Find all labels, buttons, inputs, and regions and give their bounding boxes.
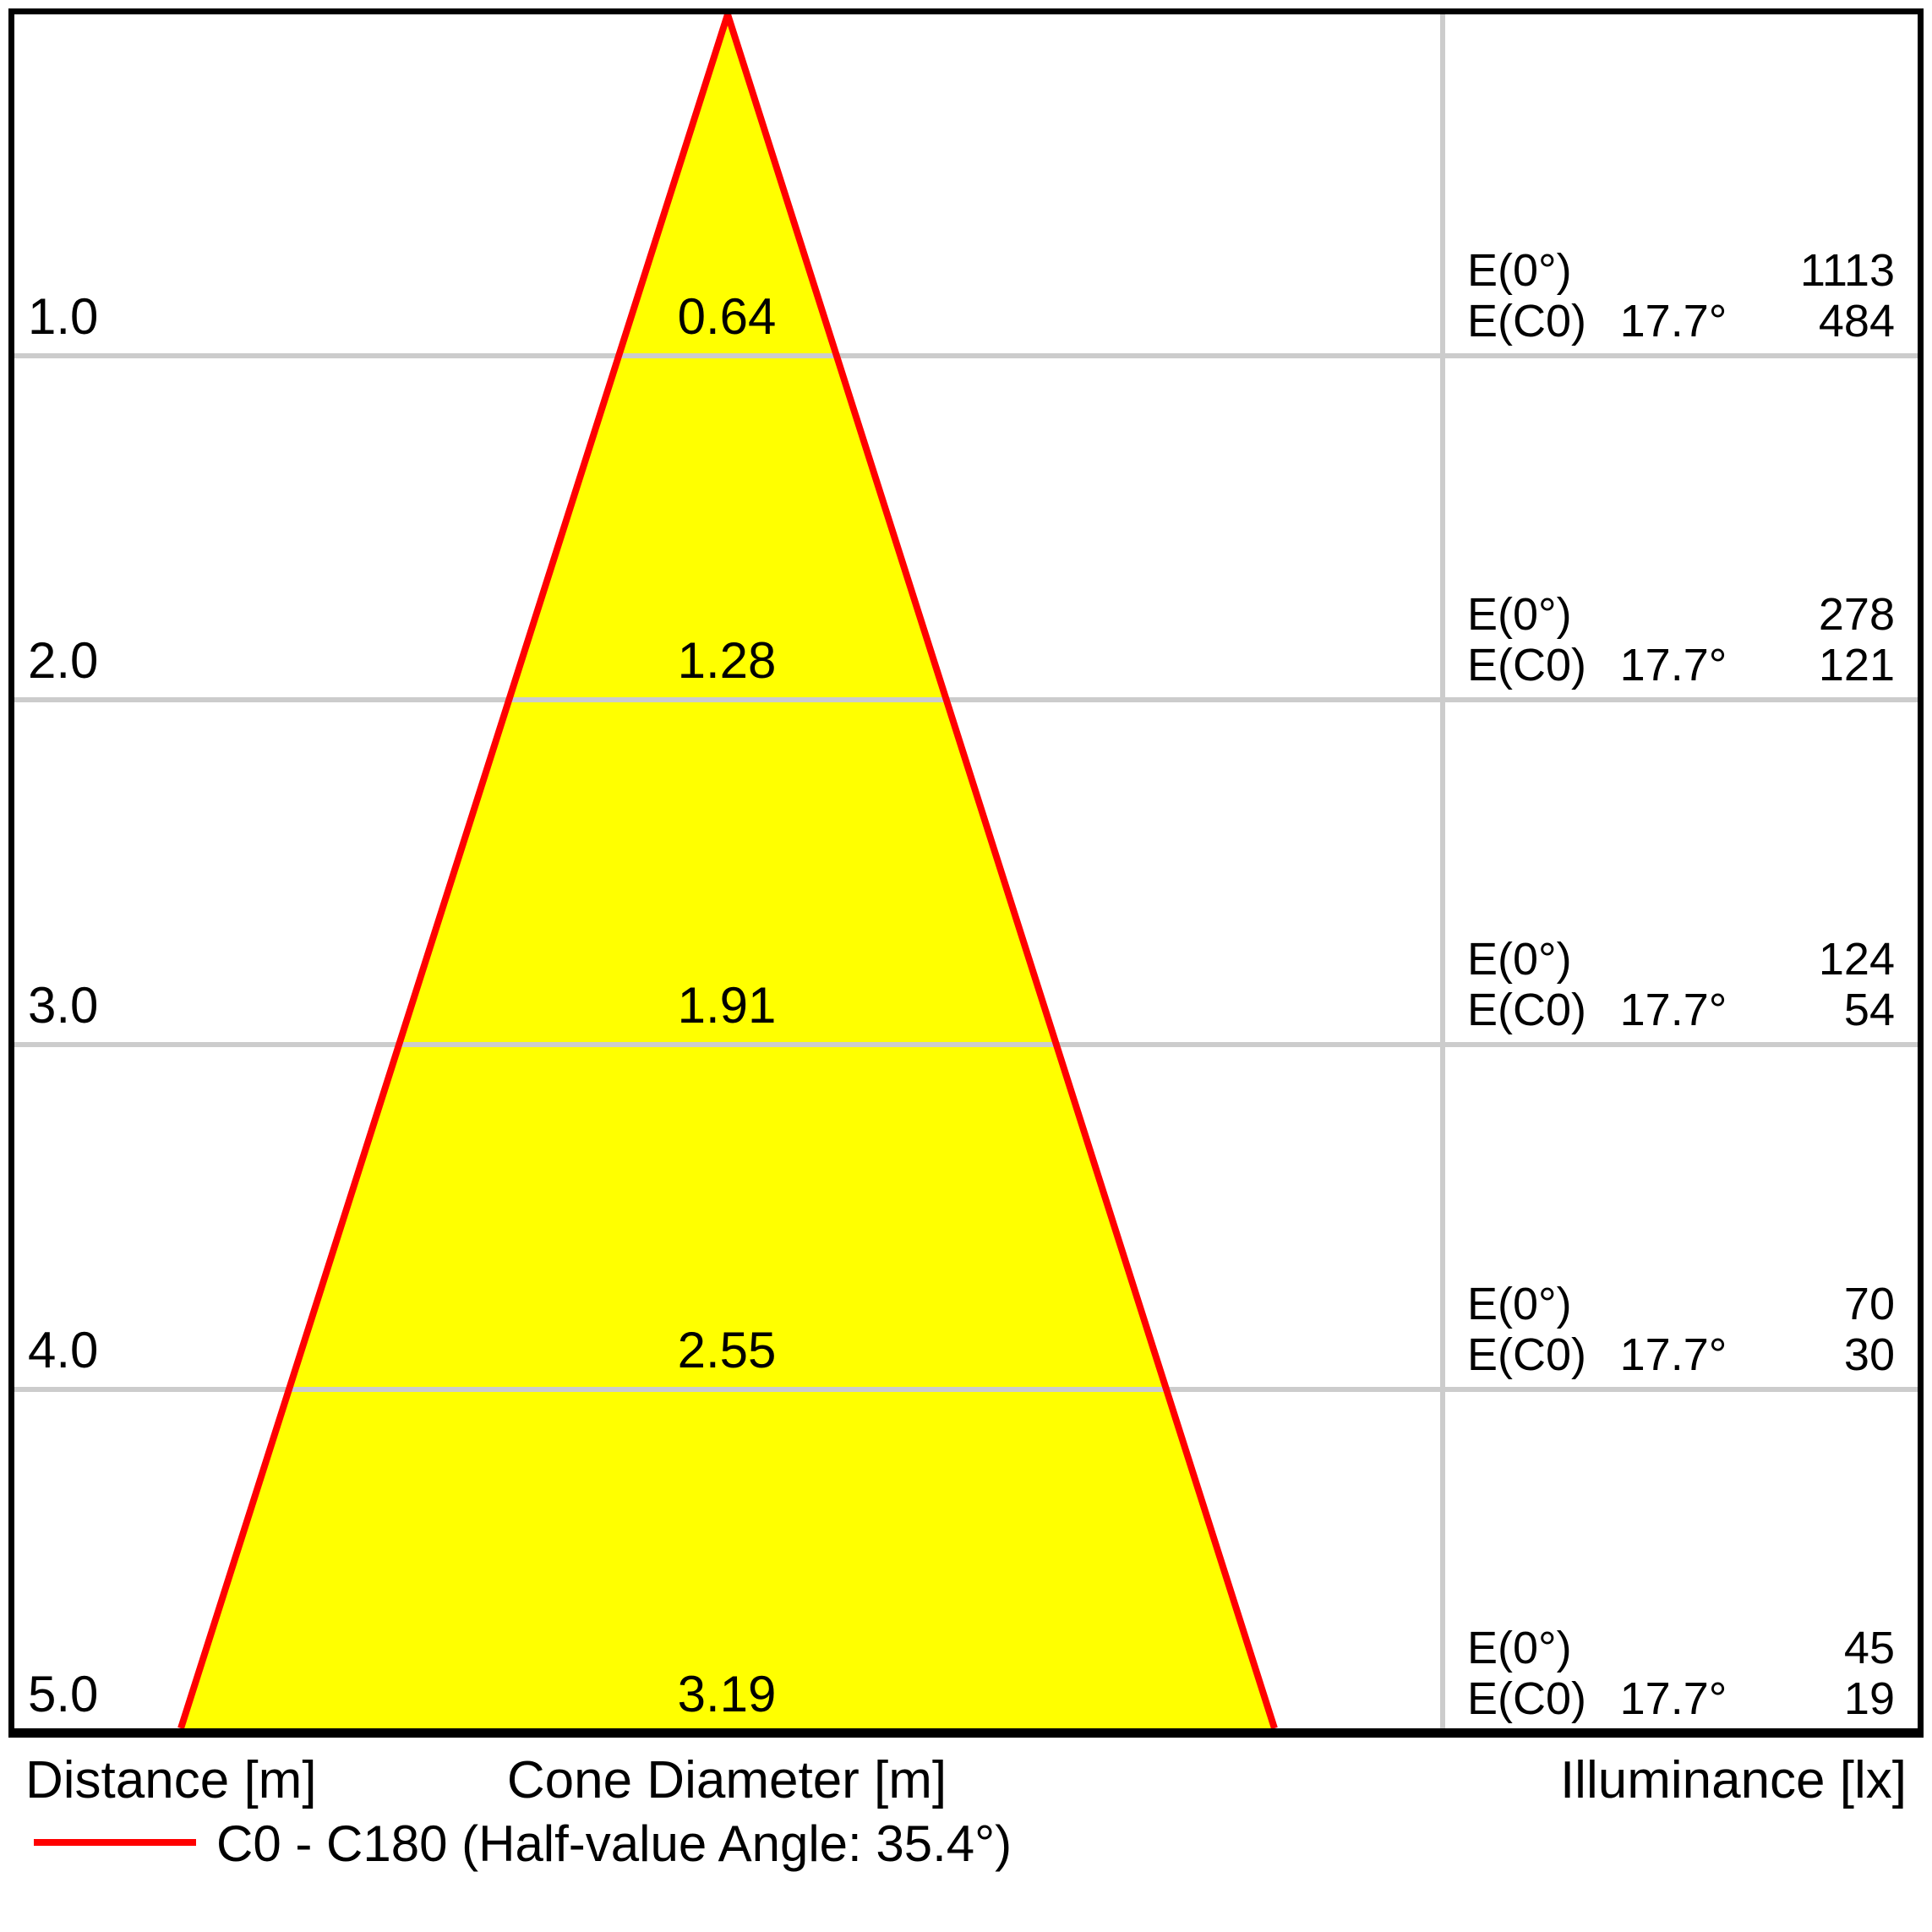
cone-diameter-label-5m: 3.19: [677, 1666, 777, 1722]
legend-label: C0 - C180 (Half-value Angle: 35.4°): [216, 1815, 1012, 1872]
light-cone-shape: [181, 14, 1274, 1728]
e0-label-1m: E(0°): [1467, 245, 1572, 296]
e0-label-5m: E(0°): [1467, 1623, 1572, 1673]
ec0-angle-5m: 17.7°: [1619, 1673, 1727, 1724]
ec0-value-4m: 30: [1843, 1329, 1895, 1380]
ec0-angle-1m: 17.7°: [1619, 296, 1727, 347]
e0-value-1m: 1113: [1799, 245, 1895, 296]
ec0-label-1m: E(C0): [1467, 296, 1587, 347]
ec0-value-2m: 121: [1818, 640, 1895, 690]
beam-edge-right-line: [724, 14, 1278, 1728]
distance-label-5m: 5.0: [28, 1666, 99, 1722]
ec0-angle-2m: 17.7°: [1619, 640, 1727, 690]
illuminance-axis-title: Illuminance [lx]: [1559, 1751, 1907, 1809]
e0-label-3m: E(0°): [1467, 934, 1572, 985]
ec0-value-5m: 19: [1843, 1673, 1895, 1724]
ec0-angle-4m: 17.7°: [1619, 1329, 1727, 1380]
cone-diameter-label-1m: 0.64: [677, 288, 777, 345]
distance-label-3m: 3.0: [28, 977, 99, 1034]
cone-diameter-label-4m: 2.55: [677, 1322, 777, 1378]
beam-edge-left-line: [177, 14, 731, 1728]
legend-line-swatch: [34, 1839, 196, 1846]
ec0-label-3m: E(C0): [1467, 985, 1587, 1035]
e0-value-2m: 278: [1818, 589, 1895, 640]
cone-diameter-axis-title: Cone Diameter [m]: [506, 1751, 947, 1809]
e0-value-3m: 124: [1818, 934, 1895, 985]
distance-label-2m: 2.0: [28, 632, 99, 689]
distance-label-4m: 4.0: [28, 1322, 99, 1378]
cone-chart-canvas: [14, 14, 1918, 1728]
ec0-label-5m: E(C0): [1467, 1673, 1587, 1724]
distance-label-1m: 1.0: [28, 288, 99, 345]
ec0-value-3m: 54: [1843, 985, 1895, 1035]
cone-diameter-label-2m: 1.28: [677, 632, 777, 689]
ec0-label-4m: E(C0): [1467, 1329, 1587, 1380]
ec0-label-2m: E(C0): [1467, 640, 1587, 690]
e0-label-4m: E(0°): [1467, 1279, 1572, 1329]
ec0-value-1m: 484: [1818, 296, 1895, 347]
distance-axis-title: Distance [m]: [25, 1751, 317, 1809]
e0-value-4m: 70: [1843, 1279, 1895, 1329]
e0-value-5m: 45: [1843, 1623, 1895, 1673]
e0-label-2m: E(0°): [1467, 589, 1572, 640]
cone-diameter-label-3m: 1.91: [677, 977, 777, 1034]
ec0-angle-3m: 17.7°: [1619, 985, 1727, 1035]
